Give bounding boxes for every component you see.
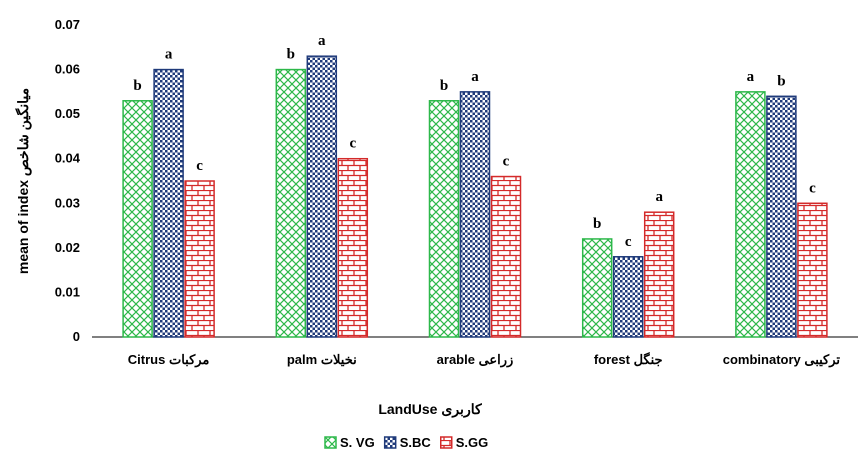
bar <box>275 68 307 338</box>
bar <box>306 55 338 338</box>
bar <box>735 91 766 338</box>
significance-letter: c <box>196 158 203 174</box>
y-tick-label: 0.06 <box>55 62 80 77</box>
significance-letter: a <box>165 47 173 63</box>
bar <box>459 91 491 338</box>
significance-letters: b a c b a c b a c b c a a b c <box>133 33 816 250</box>
y-tick-label: 0.01 <box>55 284 80 299</box>
significance-letter: c <box>349 136 356 152</box>
y-axis-ticks: 0 0.01 0.02 0.03 0.04 0.05 0.06 0.07 <box>55 17 81 344</box>
significance-letter: a <box>655 189 663 205</box>
bar <box>581 238 613 338</box>
bar <box>797 202 828 338</box>
bar <box>122 100 153 338</box>
legend-swatch <box>324 436 337 449</box>
y-tick-label: 0.07 <box>55 17 80 32</box>
x-category-label: palm نخیلات <box>287 352 357 367</box>
legend-swatch <box>383 436 397 449</box>
significance-letter: b <box>287 47 295 63</box>
x-category-label: Citrus مرکبات <box>128 352 210 368</box>
legend: S. VG S.BC S.GG <box>324 435 489 450</box>
y-tick-label: 0.03 <box>55 195 80 210</box>
bar <box>337 157 369 338</box>
y-tick-label: 0.02 <box>55 240 80 255</box>
y-tick-label: 0 <box>73 329 80 344</box>
x-axis-categories: Citrus مرکبات palm نخیلات arable زراعی fore… <box>128 351 841 368</box>
bar <box>490 175 522 338</box>
significance-letter: a <box>318 33 326 49</box>
x-category-label: forest جنگل <box>594 351 663 367</box>
legend-label: S. VG <box>340 435 375 450</box>
y-tick-label: 0.04 <box>55 151 81 166</box>
significance-letter: a <box>747 69 755 85</box>
significance-letter: b <box>593 216 601 232</box>
y-tick-label: 0.05 <box>55 106 80 121</box>
significance-letter: a <box>471 69 479 85</box>
significance-letter: b <box>133 78 141 94</box>
bar <box>612 256 644 338</box>
y-axis-title: mean of index میانگین شاخص <box>15 88 32 274</box>
legend-label: S.BC <box>400 435 432 450</box>
significance-letter: c <box>809 180 816 196</box>
legend-swatch <box>440 436 453 449</box>
x-category-label: combinatory ترکیبی <box>723 352 841 368</box>
significance-letter: c <box>503 154 510 170</box>
significance-letter: b <box>440 78 448 94</box>
bars <box>122 55 828 338</box>
bar <box>766 95 797 338</box>
x-axis-title: LandUse کاربری <box>378 401 482 418</box>
bar <box>428 100 460 338</box>
x-category-label: arable زراعی <box>437 352 514 368</box>
legend-label: S.GG <box>456 435 489 450</box>
bar <box>153 68 184 338</box>
significance-letter: b <box>777 73 785 89</box>
bar <box>643 211 675 338</box>
bar <box>184 180 215 338</box>
significance-letter: c <box>625 234 632 250</box>
